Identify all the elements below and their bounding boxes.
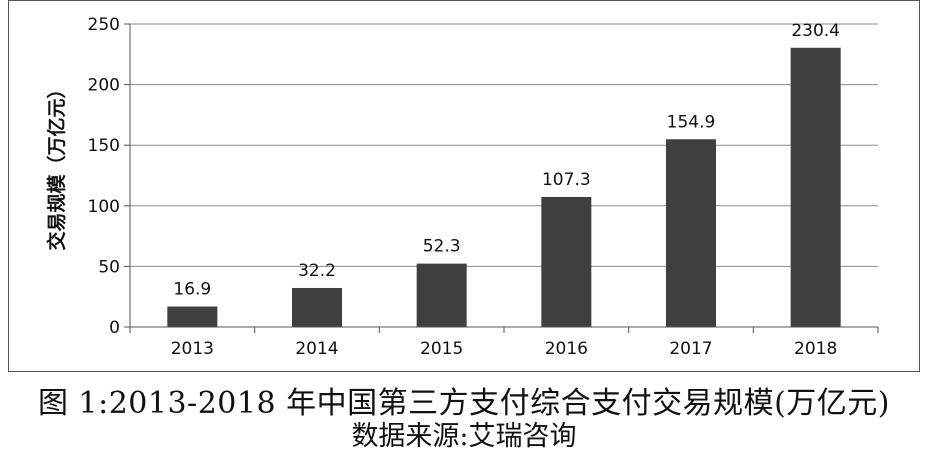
gridlines xyxy=(130,23,878,267)
y-tick-label: 150 xyxy=(88,136,120,156)
data-label: 52.3 xyxy=(423,237,461,257)
bar-chart: 0 50 100 150 200 250 16.9 2013 32.2 2014 52.3 2015 1… xyxy=(8,0,920,372)
x-tick-label: 2014 xyxy=(295,339,338,359)
data-label: 32.2 xyxy=(298,261,336,281)
x-tick-label: 2015 xyxy=(420,339,463,359)
data-source-note: 数据来源:艾瑞咨询 xyxy=(351,421,577,452)
bar xyxy=(292,287,342,327)
data-label: 154.9 xyxy=(667,112,716,132)
figure-caption: 图 1:2013-2018 年中国第三方支付综合支付交易规模(万亿元) xyxy=(37,386,890,421)
chart-frame: 0 50 100 150 200 250 16.9 2013 32.2 2014 52.3 2015 1… xyxy=(8,0,920,372)
y-tick-label: 50 xyxy=(98,257,120,277)
bar xyxy=(167,306,218,327)
labels: 0 50 100 150 200 250 16.9 2013 32.2 2014 52.3 2015 1… xyxy=(88,15,840,359)
y-tick-label: 100 xyxy=(88,197,120,217)
data-label: 16.9 xyxy=(173,280,211,300)
bar xyxy=(666,139,716,327)
bar xyxy=(541,196,592,327)
x-tick-label: 2017 xyxy=(669,339,712,359)
bar xyxy=(416,263,467,327)
y-tick-label: 250 xyxy=(88,15,120,35)
bar xyxy=(790,47,841,328)
bars xyxy=(167,47,841,328)
data-label: 230.4 xyxy=(791,21,840,41)
y-tick-label: 200 xyxy=(88,76,120,96)
x-tick-label: 2016 xyxy=(545,339,588,359)
data-label: 107.3 xyxy=(542,170,591,190)
x-tick-label: 2018 xyxy=(794,339,837,359)
x-tick-label: 2013 xyxy=(171,339,214,359)
y-axis-title: 交易规模（万亿元） xyxy=(45,79,68,250)
axes xyxy=(124,23,879,333)
y-tick-label: 0 xyxy=(109,318,120,338)
